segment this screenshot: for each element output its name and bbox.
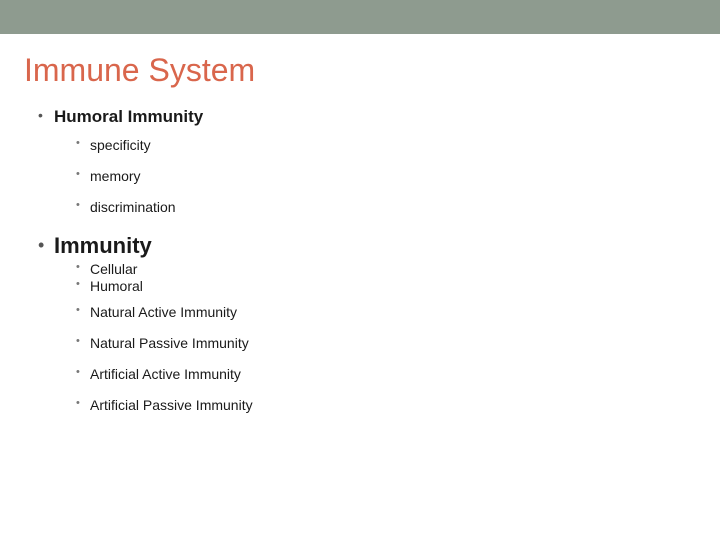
section-heading-text: Immunity xyxy=(54,233,152,258)
bullet-list-level2: Natural Active Immunity Natural Passive … xyxy=(54,304,696,413)
slide-title: Immune System xyxy=(24,52,696,89)
section-heading-immunity: Immunity Cellular Humoral Natural Active… xyxy=(38,233,696,413)
bullet-list-level1: Humoral Immunity specificity memory disc… xyxy=(24,107,696,413)
section-heading-humoral: Humoral Immunity specificity memory disc… xyxy=(38,107,696,215)
list-item: Humoral xyxy=(76,278,696,294)
list-item: memory xyxy=(76,168,696,184)
top-accent-bar xyxy=(0,0,720,34)
list-item: Cellular xyxy=(76,261,696,277)
slide-content: Immune System Humoral Immunity specifici… xyxy=(0,34,720,413)
section-heading-text: Humoral Immunity xyxy=(54,107,203,126)
list-item: specificity xyxy=(76,137,696,153)
bullet-list-level2-tight: Cellular Humoral xyxy=(54,261,696,294)
list-item: Artificial Passive Immunity xyxy=(76,397,696,413)
list-item: Artificial Active Immunity xyxy=(76,366,696,382)
list-item: Natural Active Immunity xyxy=(76,304,696,320)
list-item: discrimination xyxy=(76,199,696,215)
list-item: Natural Passive Immunity xyxy=(76,335,696,351)
bullet-list-level2: specificity memory discrimination xyxy=(54,137,696,215)
